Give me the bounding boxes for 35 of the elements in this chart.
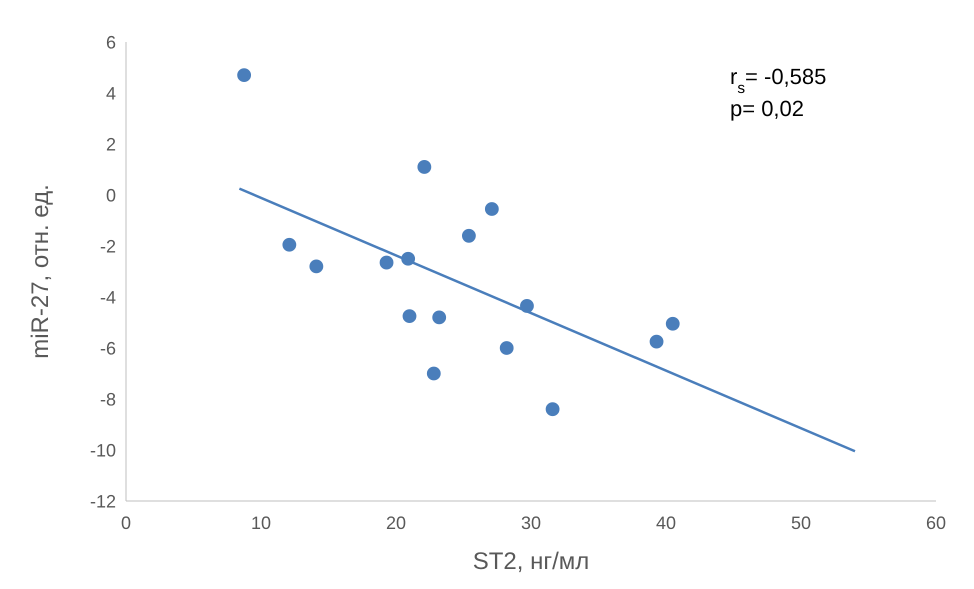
y-tick-label: 4 xyxy=(106,83,116,104)
y-tick-label: -10 xyxy=(90,440,116,460)
point xyxy=(237,68,252,82)
point xyxy=(650,334,664,349)
point xyxy=(402,309,416,324)
x-tick-label: 40 xyxy=(656,513,676,533)
y-axis-title: miR-27, отн. ед. xyxy=(27,184,54,359)
point xyxy=(666,316,680,331)
x-tick-label: 50 xyxy=(790,513,812,533)
point xyxy=(309,260,324,274)
point xyxy=(282,238,296,252)
y-tick-label: 6 xyxy=(106,32,116,52)
point xyxy=(417,160,432,174)
y-tick-label: -2 xyxy=(100,236,116,256)
point xyxy=(484,202,499,216)
x-tick-label: 60 xyxy=(926,513,946,533)
point xyxy=(432,310,446,324)
y-tick-label: 0 xyxy=(106,185,116,206)
point xyxy=(426,366,441,380)
x-tick-label: 0 xyxy=(120,513,132,533)
point xyxy=(380,256,394,270)
point xyxy=(500,341,514,355)
y-tick-label: -8 xyxy=(100,389,116,410)
point xyxy=(462,228,476,243)
x-tick-label: 20 xyxy=(386,513,406,533)
point xyxy=(546,402,560,416)
y-tick-label: -4 xyxy=(100,287,116,308)
y-tick-label: -6 xyxy=(100,338,116,358)
y-tick-label: -12 xyxy=(90,491,116,512)
x-tick-label: 30 xyxy=(520,513,542,533)
annotation: p= 0,02 xyxy=(730,96,804,121)
x-tick-label: 10 xyxy=(250,513,272,533)
y-tick-label: 2 xyxy=(106,134,116,154)
annotation: r$_{s}$= -0,585 xyxy=(730,64,826,96)
x-axis-title: ST2, нг/мл xyxy=(472,548,590,575)
